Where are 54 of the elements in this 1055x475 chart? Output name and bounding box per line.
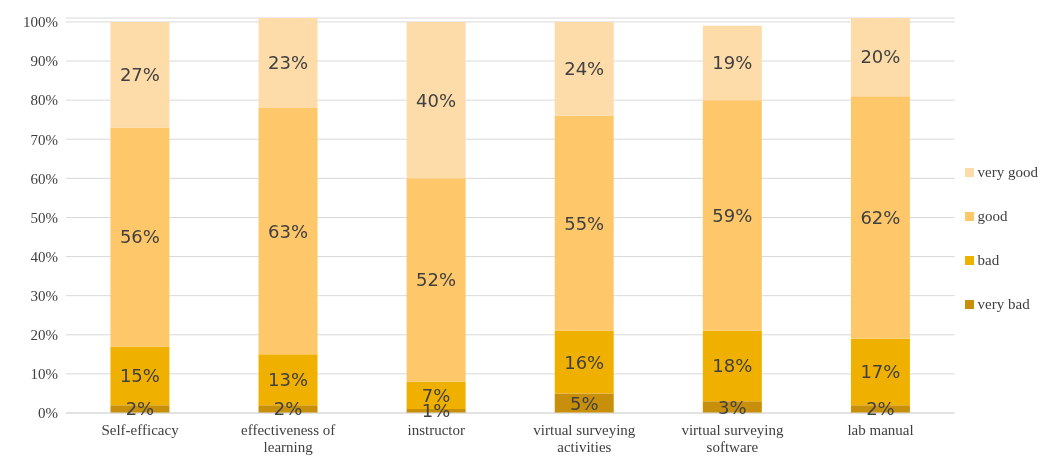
bar xyxy=(258,107,318,355)
legend-label: good xyxy=(977,207,1008,225)
data-label: 18% xyxy=(712,355,753,377)
legend-label: bad xyxy=(977,251,1000,269)
bar xyxy=(554,330,614,394)
y-tick-label: 20% xyxy=(30,327,58,344)
legend-label: very good xyxy=(977,163,1038,181)
y-tick-label: 80% xyxy=(30,92,58,109)
x-tick-label: virtual surveying activities xyxy=(533,422,636,455)
y-tick-label: 30% xyxy=(30,288,58,304)
data-label: 15% xyxy=(119,365,160,387)
y-tick-label: 50% xyxy=(30,209,58,226)
y-tick-label: 70% xyxy=(30,131,58,148)
bar xyxy=(554,115,614,331)
legend-label: very bad xyxy=(977,295,1030,313)
bar xyxy=(258,18,318,108)
y-tick-label: 0% xyxy=(38,405,58,422)
bar xyxy=(850,18,910,97)
y-tick-label: 100% xyxy=(23,14,58,31)
bar xyxy=(110,127,170,347)
data-label: 16% xyxy=(564,351,605,373)
y-tick-label: 40% xyxy=(30,248,58,265)
bar xyxy=(110,21,170,128)
data-label: 27% xyxy=(119,64,160,86)
data-label: 23% xyxy=(268,52,309,74)
y-tick-label: 60% xyxy=(30,170,58,187)
x-tick-label: effectiveness of learning xyxy=(241,422,336,455)
data-label: 20% xyxy=(860,46,901,68)
data-label: 13% xyxy=(268,369,309,391)
bar xyxy=(702,330,762,402)
data-label: 40% xyxy=(416,89,457,111)
data-label: 17% xyxy=(860,361,901,383)
x-tick-label: instructor xyxy=(407,422,465,438)
y-tick-label: 10% xyxy=(30,366,58,383)
y-tick-label: 90% xyxy=(30,53,58,70)
x-tick-label: Self-efficacy xyxy=(101,422,180,438)
x-tick-label: lab manual xyxy=(847,422,914,438)
data-label: 19% xyxy=(712,52,753,74)
bar xyxy=(554,21,614,116)
x-tick-label: virtual surveying software xyxy=(681,422,784,455)
data-label: 56% xyxy=(119,226,160,248)
data-label: 62% xyxy=(860,206,901,228)
bar xyxy=(406,21,466,179)
bar xyxy=(406,178,466,382)
data-label: 63% xyxy=(268,220,309,242)
data-label: 5% xyxy=(569,392,599,414)
bar xyxy=(702,100,762,331)
data-label: 55% xyxy=(564,212,605,234)
bar xyxy=(702,25,762,101)
data-label: 24% xyxy=(564,58,605,80)
bar xyxy=(850,96,910,339)
data-label: 3% xyxy=(718,396,747,418)
data-label: 59% xyxy=(712,204,753,226)
data-label: 52% xyxy=(416,269,457,291)
